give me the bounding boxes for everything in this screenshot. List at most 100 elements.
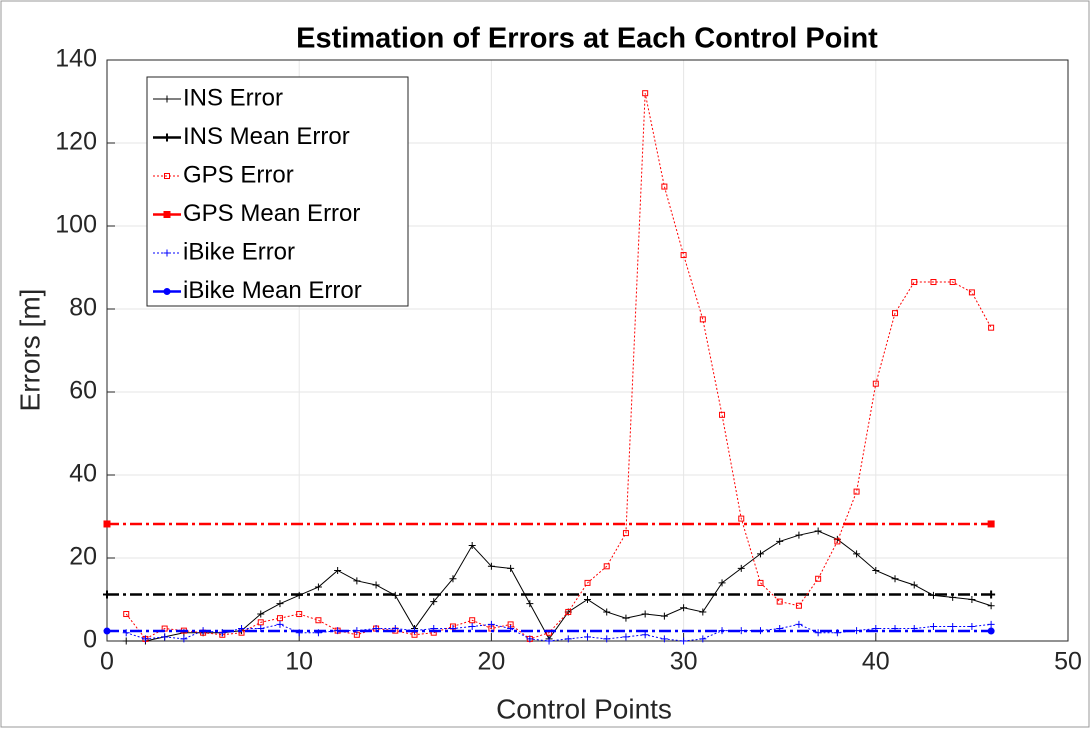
x-tick-label: 0	[100, 648, 114, 676]
x-tick-label: 20	[477, 648, 505, 676]
marker	[164, 173, 170, 179]
marker	[257, 625, 265, 633]
y-tick-label: 40	[69, 460, 97, 488]
legend-label: GPS Mean Error	[183, 200, 360, 227]
marker	[296, 611, 303, 618]
marker	[564, 635, 572, 643]
marker	[468, 622, 476, 630]
marker	[123, 611, 130, 618]
marker	[872, 566, 880, 574]
marker	[987, 590, 996, 599]
marker	[891, 575, 899, 583]
marker	[641, 610, 649, 618]
y-tick-label: 0	[83, 626, 97, 654]
marker	[987, 627, 995, 635]
marker	[163, 288, 171, 295]
x-tick-label: 10	[285, 648, 313, 676]
marker	[276, 620, 284, 628]
x-tick-label: 40	[862, 648, 890, 676]
marker	[372, 581, 380, 589]
marker	[834, 538, 841, 545]
x-axis-label: Control Points	[496, 693, 672, 724]
marker	[161, 633, 169, 641]
x-tick-label: 50	[1054, 648, 1082, 676]
series-line	[126, 623, 992, 642]
marker	[163, 95, 171, 103]
marker	[449, 575, 457, 583]
marker	[103, 627, 111, 635]
marker	[487, 620, 495, 628]
marker	[795, 531, 803, 539]
marker	[163, 249, 171, 257]
marker	[661, 183, 668, 190]
marker	[468, 542, 476, 550]
marker	[930, 279, 937, 286]
marker	[163, 211, 171, 218]
marker	[910, 581, 918, 589]
marker	[276, 600, 284, 608]
marker	[353, 577, 361, 585]
y-tick-label: 80	[69, 294, 97, 322]
marker	[430, 598, 438, 606]
plot-frame	[106, 59, 1069, 642]
marker	[660, 612, 668, 620]
marker	[872, 380, 879, 387]
marker	[122, 629, 130, 637]
marker	[988, 324, 995, 331]
y-axis-label: Errors [m]	[14, 289, 45, 412]
marker	[469, 617, 476, 624]
marker	[757, 579, 764, 586]
y-tick-label: 100	[55, 211, 97, 239]
marker	[892, 310, 899, 317]
marker	[987, 520, 995, 528]
marker	[699, 635, 707, 643]
marker	[737, 564, 745, 572]
marker	[795, 620, 803, 628]
marker	[276, 615, 283, 622]
chart-title: Estimation of Errors at Each Control Poi…	[296, 23, 878, 55]
y-tick-label: 60	[69, 377, 97, 405]
marker	[680, 252, 687, 259]
marker	[565, 608, 572, 615]
marker	[853, 550, 861, 558]
marker	[719, 411, 726, 418]
legend-label: INS Error	[183, 84, 283, 111]
marker	[622, 633, 630, 641]
marker	[987, 602, 995, 610]
marker	[699, 608, 707, 616]
marker	[968, 622, 976, 630]
marker	[814, 629, 822, 637]
marker	[680, 637, 688, 645]
marker	[122, 637, 130, 645]
marker	[949, 622, 957, 630]
marker	[853, 488, 860, 495]
marker	[987, 620, 995, 628]
y-tick-label: 120	[55, 128, 97, 156]
marker	[141, 635, 149, 643]
marker	[622, 614, 630, 622]
marker	[603, 635, 611, 643]
marker	[929, 622, 937, 630]
legend-label: INS Mean Error	[183, 123, 350, 150]
marker	[738, 515, 745, 522]
marker	[545, 637, 553, 645]
legend-label: iBike Error	[183, 238, 295, 265]
series-line	[126, 530, 992, 642]
marker	[180, 635, 188, 643]
x-tick-label: 30	[670, 648, 698, 676]
marker	[776, 598, 783, 605]
marker	[526, 600, 534, 608]
marker	[257, 619, 264, 626]
legend-label: GPS Error	[183, 161, 294, 188]
marker	[257, 610, 265, 618]
marker	[756, 550, 764, 558]
marker	[699, 316, 706, 323]
marker	[584, 596, 591, 603]
marker	[163, 133, 171, 142]
marker	[103, 520, 111, 528]
marker	[314, 583, 322, 591]
marker	[795, 602, 802, 609]
marker	[103, 590, 111, 599]
marker	[603, 608, 611, 616]
marker	[814, 527, 822, 535]
